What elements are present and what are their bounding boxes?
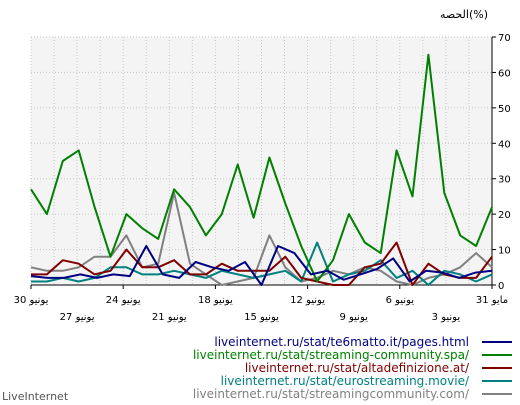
legend-label: liveinternet.ru/stat/te6matto.it/pages.h… <box>214 335 469 349</box>
y-tick-label: 0 <box>498 281 504 292</box>
footer-brand: LiveInternet <box>2 390 69 403</box>
x-tick-label: 31 مايو <box>476 295 508 306</box>
plot-area: 0 10 20 30 40 50 60 70 31 مايو 6 يونيو 12 يونيو 18 … <box>14 33 511 323</box>
series-line <box>31 241 493 286</box>
legend-label: liveinternet.ru/stat/streamingcommunity.… <box>193 387 470 401</box>
y-tick-label: 60 <box>498 68 511 79</box>
series-line <box>30 191 493 286</box>
y-tick-label: 30 <box>498 175 511 186</box>
x-tick-label: 12 يونيو <box>290 295 325 306</box>
legend-label: liveinternet.ru/stat/streaming-community… <box>193 348 470 362</box>
series-line <box>30 245 493 286</box>
y-axis-label: الحصه(%) <box>440 8 488 21</box>
x-tick-label: 18 يونيو <box>198 295 233 306</box>
y-tick-label: 10 <box>498 246 511 257</box>
legend-label: liveinternet.ru/stat/eurostreaming.movie… <box>221 374 470 388</box>
x-tick-label: 15 يونيو <box>244 312 279 323</box>
x-tick-label: 9 يونيو <box>339 312 368 323</box>
y-tick-label: 40 <box>498 139 511 150</box>
y-tick-label: 50 <box>498 104 511 115</box>
x-tick-label: 30 يونيو <box>14 295 49 306</box>
x-tick-label: 6 يونيو <box>386 295 415 306</box>
legend-label: liveinternet.ru/stat/altadefinizione.at/ <box>245 361 470 375</box>
series-line <box>30 53 493 283</box>
x-tick-label: 24 يونيو <box>106 295 141 306</box>
x-tick-label: 3 يونيو <box>432 312 461 323</box>
legend: liveinternet.ru/stat/te6matto.it/pages.h… <box>193 335 512 401</box>
y-tick-label: 20 <box>498 210 511 221</box>
series-line <box>31 241 493 286</box>
y-tick-label: 70 <box>498 33 511 44</box>
x-tick-label: 27 يونيو <box>60 312 95 323</box>
x-tick-label: 21 يونيو <box>152 312 187 323</box>
